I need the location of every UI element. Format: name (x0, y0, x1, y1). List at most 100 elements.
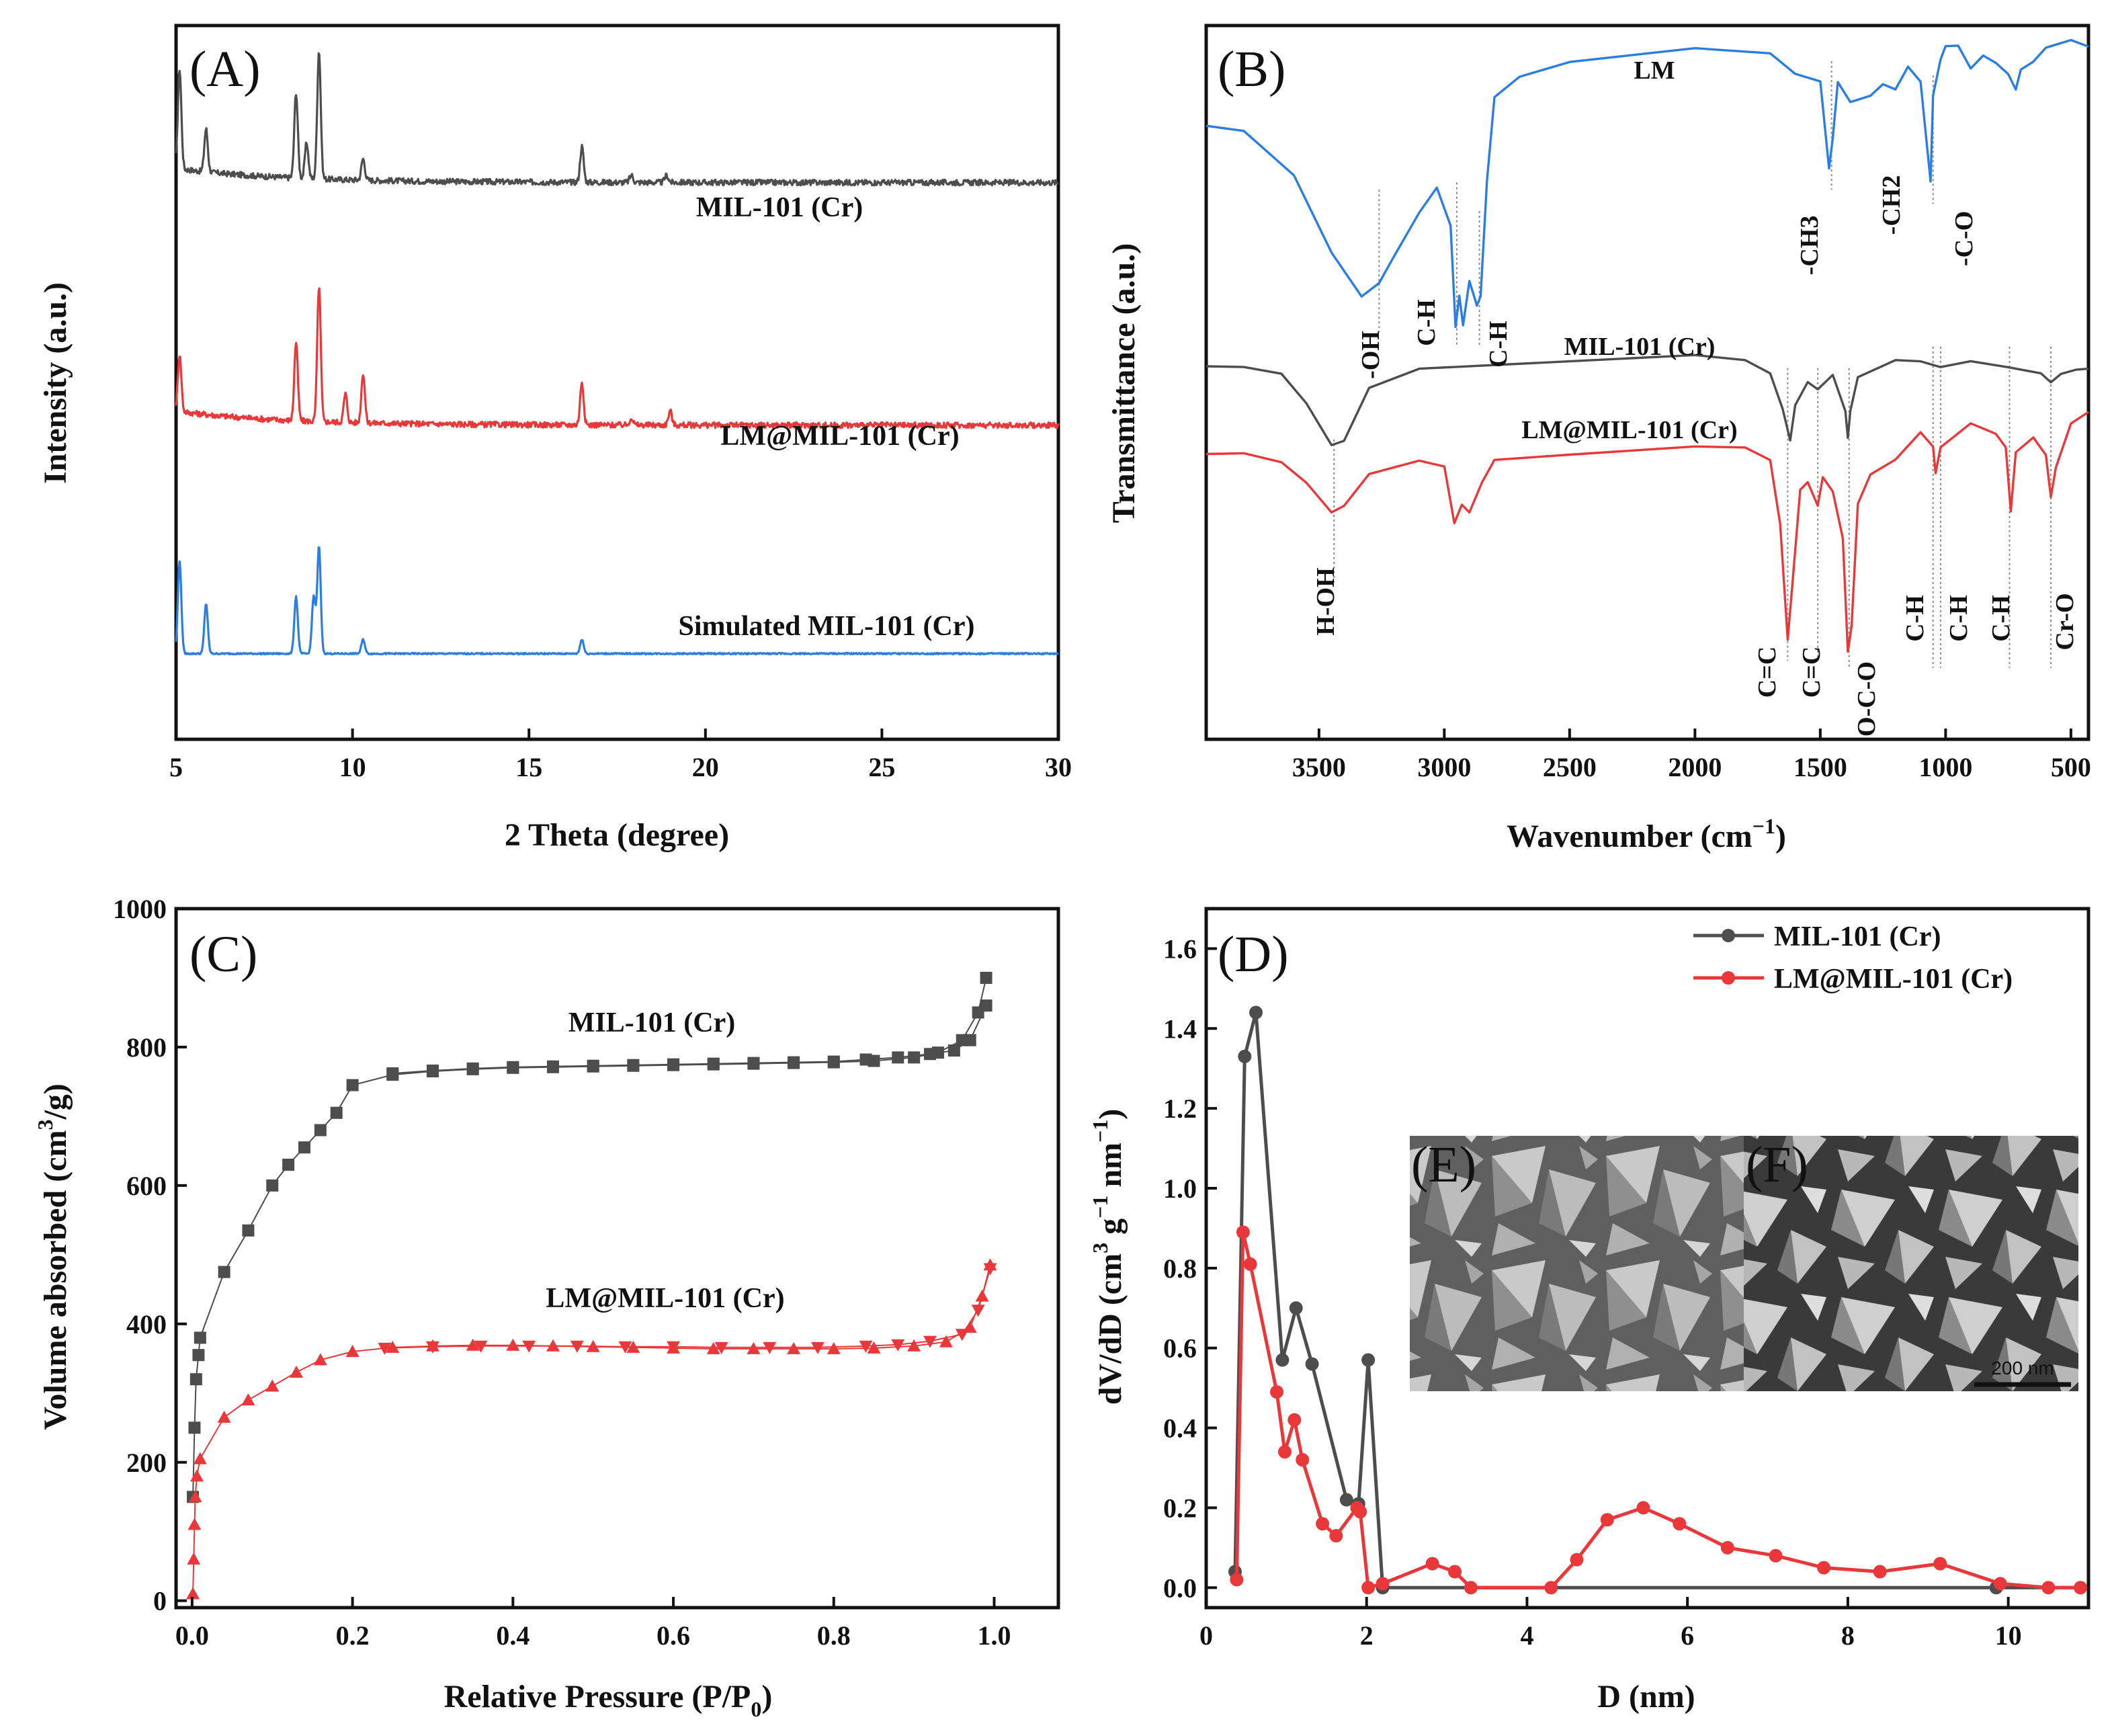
annotation-ch2: -CH2 (1877, 175, 1906, 235)
isotherm-point-mil101 (218, 1266, 230, 1278)
xtick-label-b-2000: 2000 (1668, 752, 1722, 782)
psd-point-lm-mil101 (1425, 1557, 1439, 1571)
xtick-label-d-2: 2 (1360, 1620, 1374, 1651)
psd-point-lm-mil101 (1464, 1581, 1478, 1595)
isotherm-point-mil101 (747, 1057, 760, 1069)
xtick-label-b-1500: 1500 (1793, 752, 1847, 782)
xtick-label-a-30: 30 (1045, 752, 1072, 782)
psd-point-lm-mil101 (1236, 1225, 1250, 1239)
inset-label-f: (F) (1746, 1136, 1808, 1193)
panel-a-ticks: 5 10 15 20 25 30 (169, 729, 1072, 782)
isotherm-point-mil101 (627, 1059, 640, 1071)
psd-point-mil101 (1275, 1353, 1290, 1367)
isotherm-point-lm-mil101 (859, 1340, 873, 1353)
panel-d-frame (1204, 907, 2090, 1610)
annotation-co: -C-O (1950, 211, 1978, 266)
isotherm-point-lm-mil101 (787, 1341, 801, 1354)
isotherm-point-lm-mil101 (907, 1339, 921, 1352)
psd-point-lm-mil101 (1329, 1529, 1343, 1543)
psd-point-lm-mil101 (2041, 1581, 2056, 1595)
isotherm-point-mil101 (908, 1051, 921, 1064)
panel-b-label: (B) (1218, 41, 1285, 97)
isotherm-point-lm-mil101 (522, 1340, 536, 1353)
xrd-line-lm-mil101 (175, 287, 1060, 429)
isotherm-point-lm-mil101 (714, 1341, 728, 1354)
psd-point-mil101 (1249, 1005, 1263, 1020)
scale-bar-label: 200 nm (1991, 1358, 2054, 1378)
xtick-label-d-10: 10 (1995, 1620, 2022, 1651)
xtick-label-a-15: 15 (515, 752, 542, 782)
isotherm-point-mil101 (314, 1124, 327, 1136)
isotherm-point-lm-mil101 (570, 1340, 584, 1353)
psd-point-lm-mil101 (1361, 1581, 1376, 1595)
isotherm-point-mil101 (426, 1064, 439, 1077)
annotation-ch-5: C-H (1987, 595, 2015, 642)
isotherm-point-lm-mil101 (378, 1342, 392, 1355)
ytick-label-c-600: 600 (126, 1171, 167, 1201)
psd-point-lm-mil101 (1544, 1581, 1558, 1595)
ftir-line-mil101 (1206, 354, 2089, 446)
annotation-cr-o: Cr-O (2051, 593, 2079, 650)
isotherm-point-mil101 (188, 1421, 201, 1434)
series-label-simulated: Simulated MIL-101 (Cr) (679, 611, 975, 642)
isotherm-point-mil101 (980, 971, 992, 984)
legend-label-lm-mil101: LM@MIL-101 (Cr) (1774, 964, 2013, 995)
isotherm-point-lm-mil101 (188, 1490, 202, 1503)
isotherm-point-mil101 (266, 1179, 279, 1192)
panel-b-ylabel: Transmittance (a.u.) (1106, 243, 1142, 523)
panel-d-xlabel: D (nm) (1597, 1679, 1695, 1714)
panel-a-label: (A) (189, 41, 261, 97)
isotherm-point-lm-mil101 (747, 1341, 761, 1354)
panel-a-series (175, 52, 1060, 656)
panel-c-frame (174, 907, 1060, 1610)
xtick-label-d-6: 6 (1681, 1620, 1694, 1651)
xtick-label-b-1000: 1000 (1918, 752, 1972, 782)
psd-point-lm-mil101 (1277, 1445, 1292, 1459)
psd-point-lm-mil101 (1287, 1413, 1302, 1427)
annotation-lm: LM (1634, 56, 1675, 85)
panel-b-guide-lines (1333, 61, 2052, 668)
isotherm-point-lm-mil101 (425, 1341, 439, 1354)
sem-image-f (1744, 1136, 2078, 1391)
panel-b-ticks: 3500 3000 2500 2000 1500 1000 500 (1292, 729, 2091, 782)
series-label-c-lm-mil101: LM@MIL-101 (Cr) (546, 1283, 784, 1314)
psd-point-lm-mil101 (1873, 1565, 1887, 1579)
isotherm-point-mil101 (330, 1106, 343, 1119)
isotherm-point-lm-mil101 (187, 1518, 202, 1530)
isotherm-point-mil101 (507, 1061, 519, 1073)
psd-point-lm-mil101 (1296, 1453, 1310, 1467)
xtick-label-c-0: 0.0 (175, 1620, 209, 1651)
isotherm-point-lm-mil101 (810, 1341, 825, 1354)
ytick-label-c-800: 800 (126, 1032, 167, 1063)
panel-a: (A) 5 10 15 20 25 30 MIL-101 (Cr) LM@MIL-101 … (38, 24, 1072, 853)
psd-point-lm-mil101 (1376, 1577, 1390, 1591)
isotherm-point-lm-mil101 (971, 1305, 985, 1317)
panel-d-ylabel: dV/dD (cm3 g−1 nm−1) (1088, 1109, 1128, 1405)
psd-point-lm-mil101 (1448, 1565, 1462, 1579)
xtick-label-a-10: 10 (339, 752, 366, 782)
xtick-label-d-4: 4 (1520, 1620, 1533, 1651)
psd-point-lm-mil101 (1817, 1561, 1831, 1575)
ytick-label-d-0.4: 0.4 (1163, 1413, 1197, 1444)
isotherm-point-lm-mil101 (190, 1469, 204, 1482)
xtick-label-c-0.4: 0.4 (496, 1620, 530, 1651)
legend-label-mil101: MIL-101 (Cr) (1774, 921, 1941, 952)
panel-a-ylabel: Intensity (a.u.) (38, 282, 73, 484)
xtick-label-b-500: 500 (2051, 752, 2091, 782)
psd-point-lm-mil101 (1270, 1385, 1284, 1399)
inset-label-e: (E) (1411, 1136, 1476, 1193)
xtick-label-c-0.6: 0.6 (657, 1620, 690, 1651)
panel-b-xlabel: Wavenumber (cm−1) (1507, 814, 1786, 854)
xrd-line-mil101 (175, 52, 1059, 187)
psd-point-mil101 (1361, 1353, 1376, 1367)
isotherm-desorption-line-lm-mil101 (384, 1268, 991, 1349)
isotherm-point-lm-mil101 (466, 1338, 480, 1351)
isotherm-point-lm-mil101 (217, 1410, 231, 1423)
isotherm-point-lm-mil101 (763, 1341, 777, 1354)
annotation-cc-1: C=C (1753, 647, 1781, 698)
isotherm-point-mil101 (386, 1067, 399, 1080)
isotherm-point-lm-mil101 (667, 1341, 681, 1354)
annotation-cc-2: C=C (1798, 647, 1826, 698)
isotherm-point-lm-mil101 (474, 1340, 488, 1353)
isotherm-point-mil101 (547, 1060, 560, 1073)
